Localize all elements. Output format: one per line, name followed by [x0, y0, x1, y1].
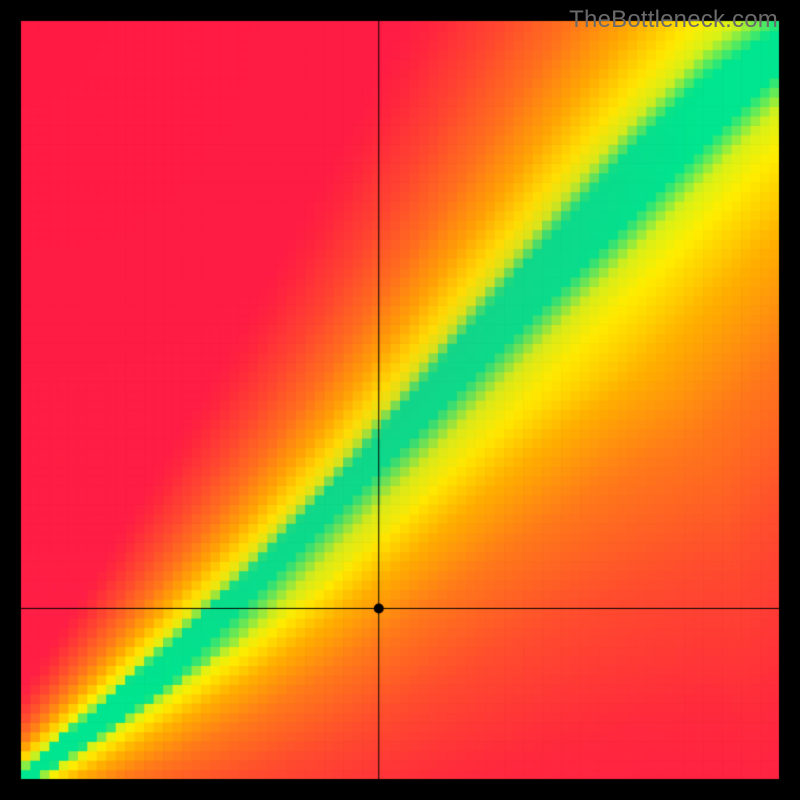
watermark-text: TheBottleneck.com — [569, 6, 778, 34]
heatmap-plot — [0, 0, 800, 800]
